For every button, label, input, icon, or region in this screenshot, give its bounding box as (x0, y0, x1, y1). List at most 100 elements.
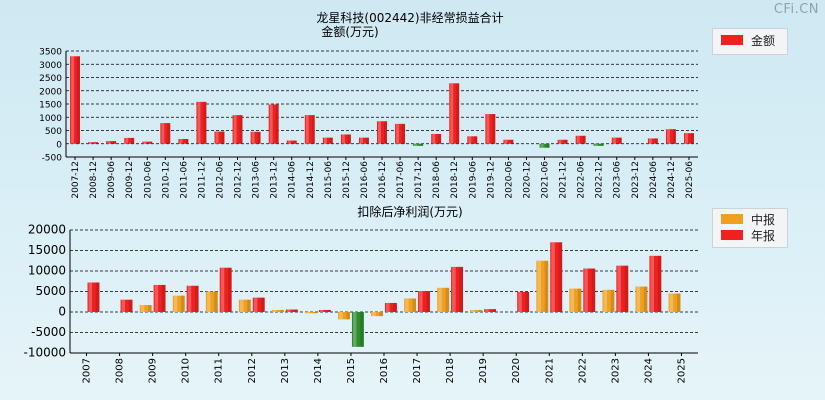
bar (684, 133, 694, 144)
y-tick-label: 2500 (39, 74, 62, 84)
bar-highlight (339, 312, 343, 320)
bar-shade (148, 305, 152, 312)
bar-group (536, 260, 549, 312)
y-tick-label: -500 (42, 154, 63, 164)
y-tick-label: 10000 (28, 264, 66, 278)
bar-highlight (558, 139, 562, 144)
bar-highlight (537, 260, 541, 312)
x-tick-label: 2008 (115, 358, 126, 383)
bar-shade (459, 266, 464, 312)
bar-shade (195, 285, 199, 312)
bar-group (451, 266, 464, 312)
bar (139, 305, 152, 312)
x-tick-label: 2016 (379, 358, 390, 383)
bar-group (238, 299, 251, 312)
bar (87, 282, 100, 312)
bar (351, 312, 364, 347)
bar-highlight (352, 312, 357, 347)
x-tick-label: 2018-12 (450, 161, 460, 199)
y-tick-label: 500 (45, 127, 62, 137)
bar (569, 288, 582, 312)
bar-group (120, 299, 133, 312)
bar (665, 129, 676, 144)
y-tick-label: 0 (58, 305, 66, 319)
bar-shade (672, 129, 676, 144)
bar-group (484, 309, 497, 312)
bar-shade (654, 138, 658, 144)
bar-highlight (206, 291, 211, 312)
bar-shade (347, 134, 351, 144)
bar (668, 293, 681, 312)
bar-shade (591, 268, 596, 312)
bar-highlight (540, 143, 544, 148)
bar-highlight (319, 309, 324, 312)
bar-group (87, 282, 100, 312)
bar-group (186, 285, 199, 312)
bar-shade (618, 137, 622, 144)
bar-shade (329, 137, 333, 144)
bar-highlight (570, 288, 574, 312)
bar-shade (365, 137, 369, 144)
bar (304, 115, 315, 144)
x-tick-label: 2010 (181, 358, 192, 383)
bar-shade (379, 312, 383, 317)
bar-group (88, 142, 99, 144)
bar-shade (564, 139, 568, 144)
bar-group (470, 309, 483, 312)
bar-highlight (107, 141, 111, 144)
bar-shade (412, 298, 417, 312)
legend-item: 年报 (713, 227, 787, 243)
bar (250, 131, 261, 144)
bar-shade (77, 56, 80, 144)
bar-group (377, 121, 387, 144)
bar-highlight (576, 135, 580, 144)
bar (385, 302, 397, 312)
bar-highlight (378, 121, 382, 144)
x-tick-label: 2013-12 (270, 161, 280, 199)
x-tick-label: 2019-12 (486, 161, 496, 199)
legend-swatch-orange (721, 214, 743, 224)
bar-shade (624, 265, 629, 312)
bar-group (485, 114, 496, 144)
x-tick-label: 2022 (577, 358, 588, 383)
x-tick-label: 2023-12 (631, 161, 641, 199)
bar (285, 309, 298, 312)
bar (395, 123, 406, 144)
bar (503, 139, 514, 144)
bar-group (252, 297, 265, 312)
bar-group (351, 312, 364, 347)
bar-group (431, 133, 442, 144)
bar-highlight (239, 299, 244, 312)
bar-highlight (161, 123, 165, 144)
bar-group (304, 312, 317, 314)
x-tick-label: 2014-12 (306, 161, 316, 199)
x-tick-label: 2011 (214, 358, 225, 383)
bar-highlight (594, 143, 598, 146)
bar-group (647, 138, 658, 144)
bar-group (214, 131, 225, 144)
bar-highlight (215, 131, 219, 144)
bar-shade (510, 139, 514, 144)
x-tick-label: 2012-06 (215, 161, 225, 199)
x-tick-label: 2017 (412, 358, 423, 383)
bar-shade (456, 83, 460, 144)
bar-group (467, 136, 478, 144)
bar (238, 299, 251, 312)
bar-shade (657, 255, 662, 312)
bar-shade (383, 121, 387, 144)
bar-highlight (341, 134, 345, 144)
bar-group (160, 123, 171, 144)
bar-highlight (485, 309, 489, 312)
bar-highlight (359, 137, 363, 144)
y-tick-label: 1000 (39, 114, 62, 124)
y-tick-label: -10000 (23, 346, 66, 360)
x-tick-label: 2015-06 (324, 161, 334, 199)
x-tick-label: 2022-06 (577, 161, 587, 199)
y-tick-label: -5000 (31, 325, 66, 339)
bar-highlight (323, 137, 327, 144)
bar-shade (113, 141, 117, 144)
bar (214, 131, 225, 144)
bar (451, 266, 464, 312)
bar-highlight (504, 139, 508, 144)
bar-group (172, 295, 185, 312)
